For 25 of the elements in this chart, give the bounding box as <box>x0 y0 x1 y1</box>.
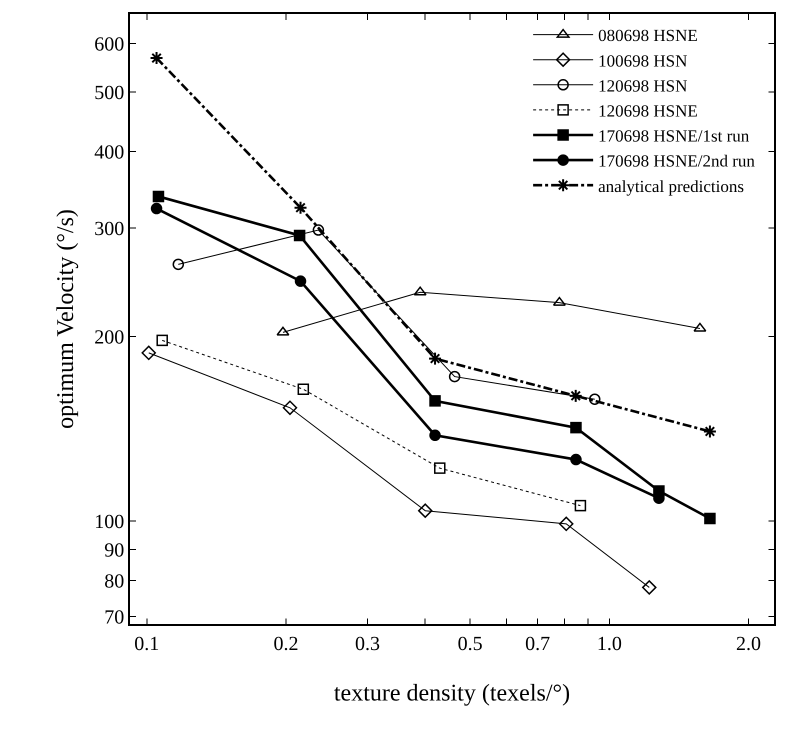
legend-label: 120698 HSNE <box>598 102 698 121</box>
x-tick-label: 0.7 <box>525 632 550 655</box>
x-tick-label: 0.1 <box>134 632 160 655</box>
y-tick-label: 70 <box>104 606 124 628</box>
x-tick-label: 0.3 <box>354 632 380 655</box>
x-tick-label: 0.5 <box>458 632 483 655</box>
x-axis-title: texture density (texels/°) <box>334 680 570 707</box>
legend-label: analytical predictions <box>598 176 744 196</box>
y-tick-label: 100 <box>94 511 124 534</box>
y-tick-label: 500 <box>94 82 124 104</box>
y-tick-label: 300 <box>94 218 124 240</box>
y-tick-label: 200 <box>94 326 124 348</box>
legend-label: 100698 HSN <box>598 51 688 70</box>
y-tick-label: 80 <box>104 570 124 593</box>
x-tick-label: 0.2 <box>274 632 298 655</box>
y-tick-label: 400 <box>94 142 124 164</box>
legend-label: 120698 HSN <box>598 76 688 96</box>
y-tick-label: 600 <box>94 33 124 56</box>
y-tick-label: 90 <box>104 539 124 562</box>
legend-label: 170698 HSNE/1st run <box>598 126 750 146</box>
y-axis-title: optimum Velocity (°/s) <box>52 209 79 429</box>
legend-label: 170698 HSNE/2nd run <box>598 152 756 171</box>
legend-label: 080698 HSNE <box>598 26 698 46</box>
x-tick-label: 1.0 <box>596 632 622 655</box>
x-tick-label: 2.0 <box>736 632 762 655</box>
